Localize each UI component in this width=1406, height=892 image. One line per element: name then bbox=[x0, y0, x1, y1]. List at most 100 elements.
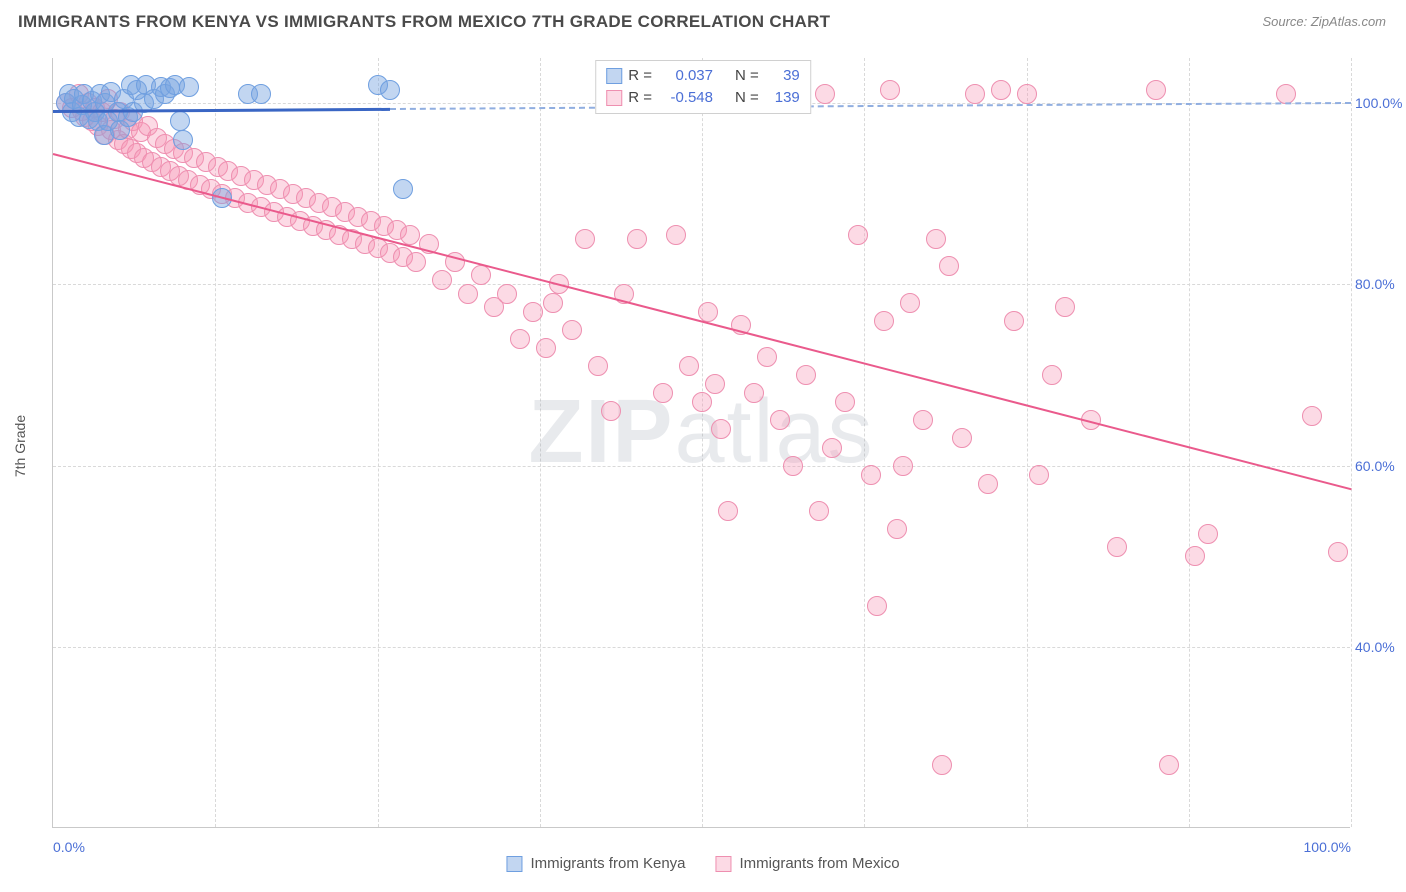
data-point-mexico bbox=[1198, 524, 1218, 544]
r-value-kenya: 0.037 bbox=[658, 65, 713, 87]
data-point-mexico bbox=[952, 428, 972, 448]
data-point-mexico bbox=[887, 519, 907, 539]
data-point-mexico bbox=[978, 474, 998, 494]
data-point-mexico bbox=[1042, 365, 1062, 385]
r-label: R = bbox=[628, 87, 652, 109]
data-point-mexico bbox=[1185, 546, 1205, 566]
data-point-mexico bbox=[1055, 297, 1075, 317]
data-point-mexico bbox=[406, 252, 426, 272]
data-point-mexico bbox=[757, 347, 777, 367]
data-point-mexico bbox=[900, 293, 920, 313]
data-point-mexico bbox=[1159, 755, 1179, 775]
grid-line-vertical bbox=[1189, 58, 1190, 827]
chart-title: IMMIGRANTS FROM KENYA VS IMMIGRANTS FROM… bbox=[18, 12, 830, 32]
data-point-mexico bbox=[711, 419, 731, 439]
grid-line-vertical bbox=[702, 58, 703, 827]
grid-line-vertical bbox=[378, 58, 379, 827]
x-tick-label: 0.0% bbox=[53, 839, 85, 855]
data-point-mexico bbox=[1107, 537, 1127, 557]
data-point-mexico bbox=[575, 229, 595, 249]
data-point-kenya bbox=[170, 111, 190, 131]
data-point-kenya bbox=[393, 179, 413, 199]
data-point-mexico bbox=[848, 225, 868, 245]
n-value-kenya: 39 bbox=[765, 65, 800, 87]
data-point-mexico bbox=[679, 356, 699, 376]
data-point-mexico bbox=[1276, 84, 1296, 104]
data-point-mexico bbox=[796, 365, 816, 385]
series-legend: Immigrants from Kenya Immigrants from Me… bbox=[506, 855, 899, 872]
swatch-mexico-icon bbox=[606, 90, 622, 106]
y-tick-label: 60.0% bbox=[1355, 458, 1406, 474]
data-point-mexico bbox=[705, 374, 725, 394]
grid-line-vertical bbox=[864, 58, 865, 827]
data-point-mexico bbox=[926, 229, 946, 249]
data-point-mexico bbox=[939, 256, 959, 276]
data-point-mexico bbox=[1029, 465, 1049, 485]
data-point-mexico bbox=[588, 356, 608, 376]
data-point-mexico bbox=[1302, 406, 1322, 426]
data-point-mexico bbox=[536, 338, 556, 358]
data-point-mexico bbox=[497, 284, 517, 304]
r-value-mexico: -0.548 bbox=[658, 87, 713, 109]
data-point-mexico bbox=[523, 302, 543, 322]
legend-item-mexico: Immigrants from Mexico bbox=[716, 855, 900, 872]
data-point-mexico bbox=[861, 465, 881, 485]
data-point-mexico bbox=[1017, 84, 1037, 104]
data-point-mexico bbox=[1328, 542, 1348, 562]
swatch-kenya-icon bbox=[506, 856, 522, 872]
data-point-mexico bbox=[653, 383, 673, 403]
data-point-mexico bbox=[874, 311, 894, 331]
r-label: R = bbox=[628, 65, 652, 87]
data-point-mexico bbox=[770, 410, 790, 430]
data-point-mexico bbox=[815, 84, 835, 104]
n-label: N = bbox=[735, 87, 759, 109]
swatch-kenya-icon bbox=[606, 68, 622, 84]
grid-line-vertical bbox=[540, 58, 541, 827]
data-point-mexico bbox=[809, 501, 829, 521]
data-point-mexico bbox=[783, 456, 803, 476]
data-point-mexico bbox=[562, 320, 582, 340]
grid-line-vertical bbox=[1351, 58, 1352, 827]
y-tick-label: 100.0% bbox=[1355, 95, 1406, 111]
swatch-mexico-icon bbox=[716, 856, 732, 872]
data-point-mexico bbox=[432, 270, 452, 290]
n-value-mexico: 139 bbox=[765, 87, 800, 109]
data-point-mexico bbox=[744, 383, 764, 403]
data-point-kenya bbox=[179, 77, 199, 97]
data-point-mexico bbox=[458, 284, 478, 304]
data-point-mexico bbox=[692, 392, 712, 412]
data-point-mexico bbox=[510, 329, 530, 349]
data-point-mexico bbox=[965, 84, 985, 104]
grid-line-vertical bbox=[1027, 58, 1028, 827]
n-label: N = bbox=[735, 65, 759, 87]
data-point-mexico bbox=[1146, 80, 1166, 100]
data-point-mexico bbox=[822, 438, 842, 458]
legend-row-mexico: R = -0.548 N = 139 bbox=[606, 87, 800, 109]
data-point-kenya bbox=[380, 80, 400, 100]
data-point-mexico bbox=[718, 501, 738, 521]
source-attribution: Source: ZipAtlas.com bbox=[1262, 14, 1386, 29]
y-axis-label: 7th Grade bbox=[12, 415, 28, 477]
data-point-mexico bbox=[932, 755, 952, 775]
data-point-kenya bbox=[251, 84, 271, 104]
legend-row-kenya: R = 0.037 N = 39 bbox=[606, 65, 800, 87]
data-point-mexico bbox=[1004, 311, 1024, 331]
data-point-mexico bbox=[867, 596, 887, 616]
data-point-mexico bbox=[893, 456, 913, 476]
legend-label-mexico: Immigrants from Mexico bbox=[740, 855, 900, 872]
data-point-mexico bbox=[400, 225, 420, 245]
legend-item-kenya: Immigrants from Kenya bbox=[506, 855, 685, 872]
y-tick-label: 80.0% bbox=[1355, 276, 1406, 292]
data-point-mexico bbox=[698, 302, 718, 322]
legend-label-kenya: Immigrants from Kenya bbox=[530, 855, 685, 872]
data-point-mexico bbox=[880, 80, 900, 100]
data-point-mexico bbox=[835, 392, 855, 412]
data-point-mexico bbox=[991, 80, 1011, 100]
data-point-mexico bbox=[543, 293, 563, 313]
data-point-mexico bbox=[627, 229, 647, 249]
watermark-prefix: ZIP bbox=[528, 382, 674, 482]
data-point-mexico bbox=[666, 225, 686, 245]
data-point-mexico bbox=[913, 410, 933, 430]
data-point-kenya bbox=[173, 130, 193, 150]
data-point-mexico bbox=[471, 265, 491, 285]
